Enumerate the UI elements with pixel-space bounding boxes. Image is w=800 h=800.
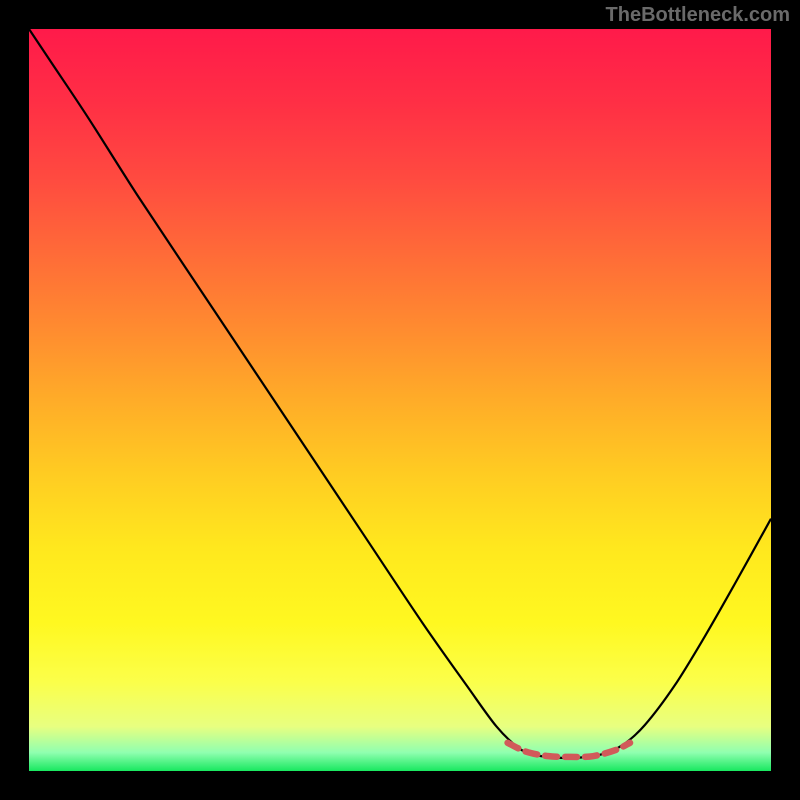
bottleneck-curve <box>29 29 771 758</box>
plot-area <box>29 29 771 771</box>
optimal-range-highlight <box>508 743 630 757</box>
attribution-text: TheBottleneck.com <box>606 4 790 27</box>
curve-layer <box>29 29 771 771</box>
chart-container: TheBottleneck.com <box>0 0 800 800</box>
